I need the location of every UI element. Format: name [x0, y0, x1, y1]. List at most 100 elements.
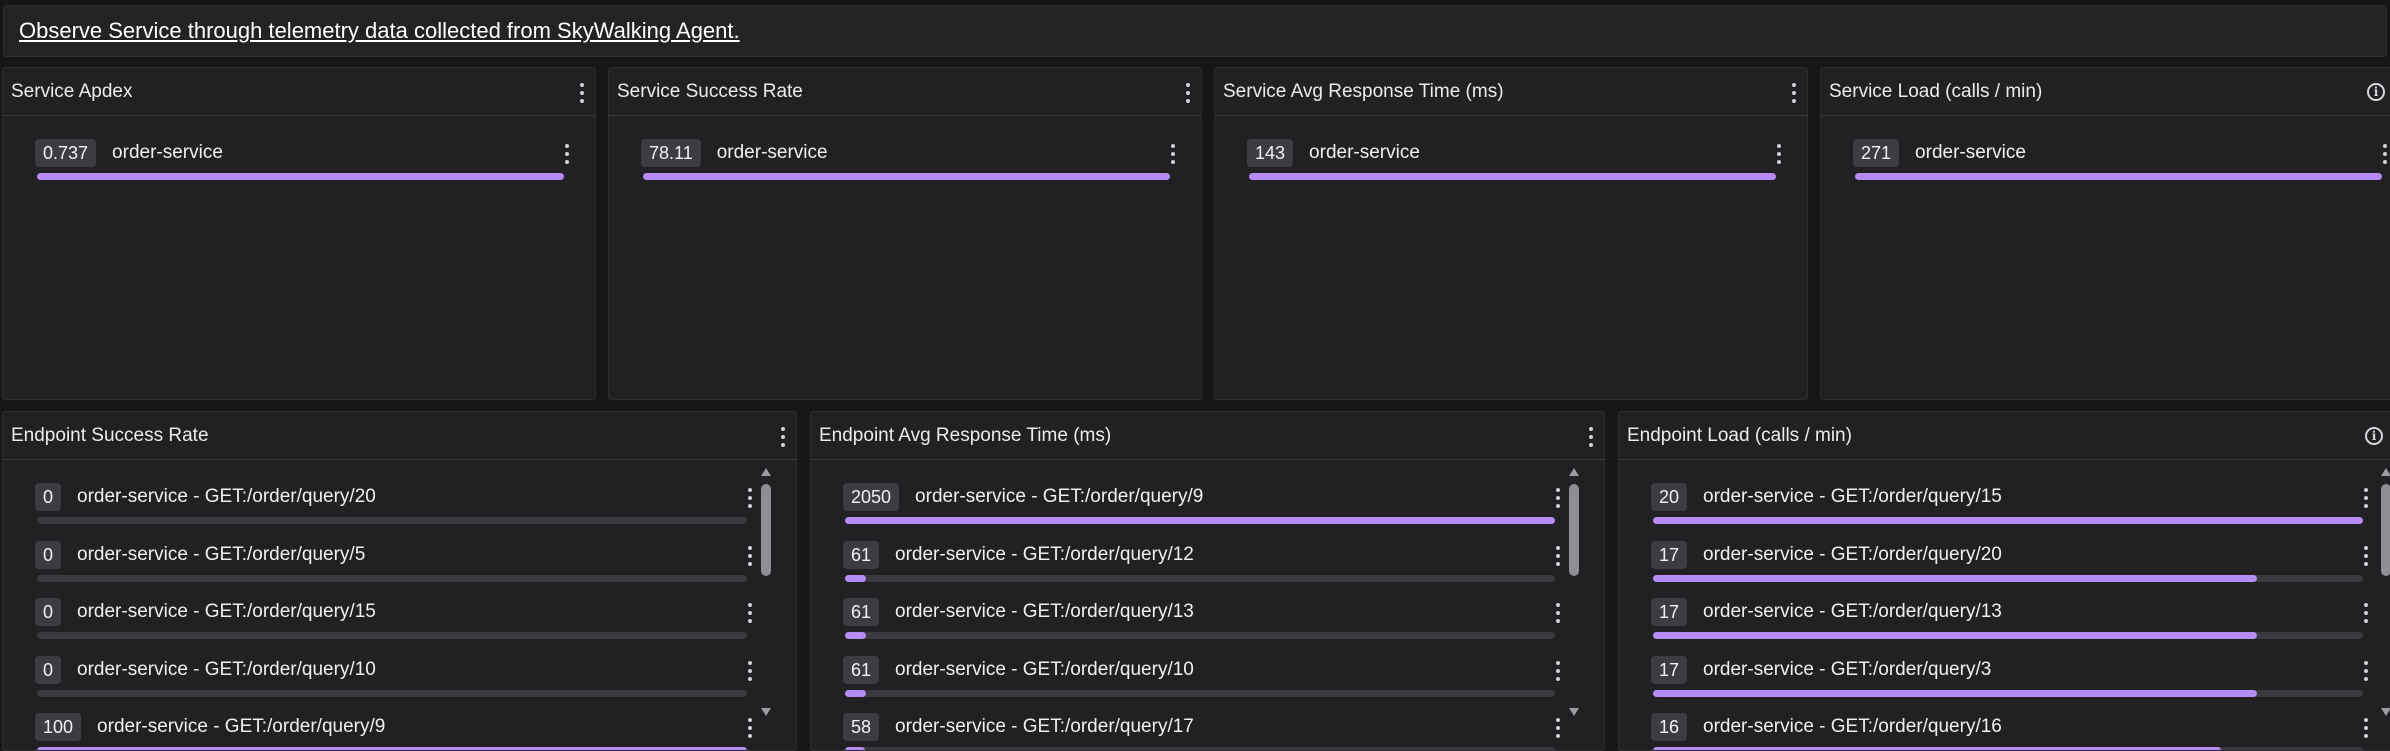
list-item-row: 17 order-service - GET:/order/query/13 [1651, 597, 2361, 627]
list-item[interactable]: 17 order-service - GET:/order/query/3 [1651, 655, 2368, 699]
item-menu-icon[interactable] [743, 714, 757, 740]
value-badge: 0 [35, 598, 62, 626]
item-menu-icon[interactable] [2359, 542, 2373, 568]
info-icon[interactable]: i [2365, 426, 2383, 445]
item-menu-icon[interactable] [1551, 484, 1565, 510]
scroll-up-arrow-icon[interactable] [761, 468, 771, 476]
info-icon[interactable]: i [2367, 82, 2385, 101]
panel-title: Service Load (calls / min) [1829, 80, 2043, 102]
list-item[interactable]: 100 order-service - GET:/order/query/9 [35, 712, 752, 750]
list-item[interactable]: 61 order-service - GET:/order/query/13 [843, 597, 1560, 641]
value-bar-track [845, 574, 1555, 582]
panel-menu-icon[interactable] [776, 423, 790, 449]
item-menu-icon[interactable] [2359, 599, 2373, 625]
description-link[interactable]: Observe Service through telemetry data c… [19, 18, 740, 43]
value-bar-fill [1855, 173, 2382, 180]
list-item-row: 2050 order-service - GET:/order/query/9 [843, 482, 1553, 512]
value-bar-track [37, 632, 747, 639]
item-menu-icon[interactable] [743, 599, 757, 625]
item-menu-icon[interactable] [1551, 714, 1565, 740]
item-label: order-service [716, 142, 828, 163]
list-item-row: 17 order-service - GET:/order/query/3 [1651, 655, 2361, 685]
panel-menu-icon[interactable] [1584, 423, 1598, 449]
scrollbar[interactable] [1567, 468, 1581, 716]
list-item[interactable]: 17 order-service - GET:/order/query/20 [1651, 540, 2368, 584]
list-item[interactable]: 61 order-service - GET:/order/query/12 [843, 540, 1560, 584]
scroll-down-arrow-icon[interactable] [2381, 708, 2390, 716]
list-item[interactable]: 0 order-service - GET:/order/query/10 [35, 655, 752, 699]
list-item[interactable]: 17 order-service - GET:/order/query/13 [1651, 597, 2368, 641]
value-badge: 0.737 [35, 139, 97, 167]
list-item[interactable]: 0 order-service - GET:/order/query/5 [35, 540, 752, 584]
item-label: order-service - GET:/order/query/13 [1703, 601, 2002, 622]
value-bar-fill [37, 747, 747, 750]
list-item[interactable]: 271 order-service [1853, 138, 2387, 182]
value-bar-track [845, 517, 1555, 524]
value-badge: 271 [1853, 139, 1900, 167]
list-item[interactable]: 0 order-service - GET:/order/query/15 [35, 597, 752, 641]
value-bar-fill [1653, 747, 2221, 750]
value-badge: 100 [35, 713, 82, 741]
metric-list[interactable]: 0 order-service - GET:/order/query/20 0 ord… [3, 461, 796, 750]
item-menu-icon[interactable] [1166, 140, 1180, 166]
panel-title: Service Success Rate [617, 80, 803, 102]
endpoint-metric-panel: Endpoint Load (calls / min) i 20 order-serv… [1618, 411, 2390, 751]
value-badge: 61 [843, 655, 880, 684]
value-badge: 143 [1247, 139, 1294, 167]
item-menu-icon[interactable] [1551, 657, 1565, 683]
panel-menu-icon[interactable] [1181, 79, 1195, 105]
metric-list[interactable]: 20 order-service - GET:/order/query/15 17 o… [1619, 461, 2390, 750]
item-menu-icon[interactable] [560, 140, 574, 166]
value-badge: 17 [1651, 655, 1688, 684]
list-item[interactable]: 58 order-service - GET:/order/query/17 [843, 712, 1560, 750]
value-bar-track [37, 747, 747, 750]
scrollbar[interactable] [759, 468, 773, 716]
metric-list: 143 order-service [1215, 117, 1807, 399]
scroll-up-arrow-icon[interactable] [1569, 468, 1579, 476]
item-menu-icon[interactable] [743, 657, 757, 683]
item-menu-icon[interactable] [2378, 140, 2390, 166]
item-menu-icon[interactable] [1551, 542, 1565, 568]
list-item[interactable]: 20 order-service - GET:/order/query/15 [1651, 482, 2368, 526]
panel-menu-icon[interactable] [575, 79, 589, 105]
panel-title: Endpoint Success Rate [11, 424, 209, 446]
list-item[interactable]: 78.11 order-service [641, 138, 1175, 182]
panel-menu-icon[interactable] [1787, 79, 1801, 105]
value-bar-track [1653, 574, 2363, 582]
item-label: order-service - GET:/order/query/5 [77, 543, 366, 565]
scrollbar[interactable] [2379, 468, 2390, 716]
scroll-thumb[interactable] [1569, 484, 1579, 576]
item-label: order-service [1309, 142, 1420, 163]
item-menu-icon[interactable] [1772, 140, 1786, 166]
item-menu-icon[interactable] [743, 484, 757, 510]
scroll-thumb[interactable] [2381, 484, 2390, 576]
metric-list[interactable]: 2050 order-service - GET:/order/query/9 61… [811, 461, 1604, 750]
list-item[interactable]: 2050 order-service - GET:/order/query/9 [843, 482, 1560, 526]
list-item[interactable]: 0.737 order-service [35, 138, 569, 182]
list-item-row: 61 order-service - GET:/order/query/12 [843, 540, 1553, 570]
scroll-up-arrow-icon[interactable] [2381, 468, 2390, 476]
list-item-row: 143 order-service [1247, 138, 1774, 168]
value-badge: 78.11 [641, 139, 701, 167]
item-menu-icon[interactable] [2359, 484, 2373, 510]
list-item-row: 0 order-service - GET:/order/query/10 [35, 655, 745, 685]
list-item[interactable]: 16 order-service - GET:/order/query/16 [1651, 712, 2368, 750]
item-menu-icon[interactable] [2359, 657, 2373, 683]
list-item-row: 61 order-service - GET:/order/query/10 [843, 655, 1553, 685]
item-label: order-service [112, 142, 223, 163]
item-label: order-service - GET:/order/query/12 [895, 543, 1194, 565]
item-menu-icon[interactable] [1551, 599, 1565, 625]
panel-header: Service Avg Response Time (ms) [1215, 68, 1807, 116]
scroll-down-arrow-icon[interactable] [1569, 708, 1579, 716]
scroll-down-arrow-icon[interactable] [761, 708, 771, 716]
list-item[interactable]: 0 order-service - GET:/order/query/20 [35, 482, 752, 526]
item-label: order-service - GET:/order/query/15 [1703, 486, 2002, 507]
value-bar-fill [845, 689, 867, 697]
list-item[interactable]: 143 order-service [1247, 138, 1781, 182]
item-menu-icon[interactable] [2359, 714, 2373, 740]
scroll-thumb[interactable] [761, 484, 771, 576]
item-menu-icon[interactable] [743, 542, 757, 568]
list-item[interactable]: 61 order-service - GET:/order/query/10 [843, 655, 1560, 699]
endpoint-metric-panel: Endpoint Success Rate 0 order-service - GE… [2, 411, 797, 751]
item-label: order-service - GET:/order/query/9 [915, 486, 1204, 507]
